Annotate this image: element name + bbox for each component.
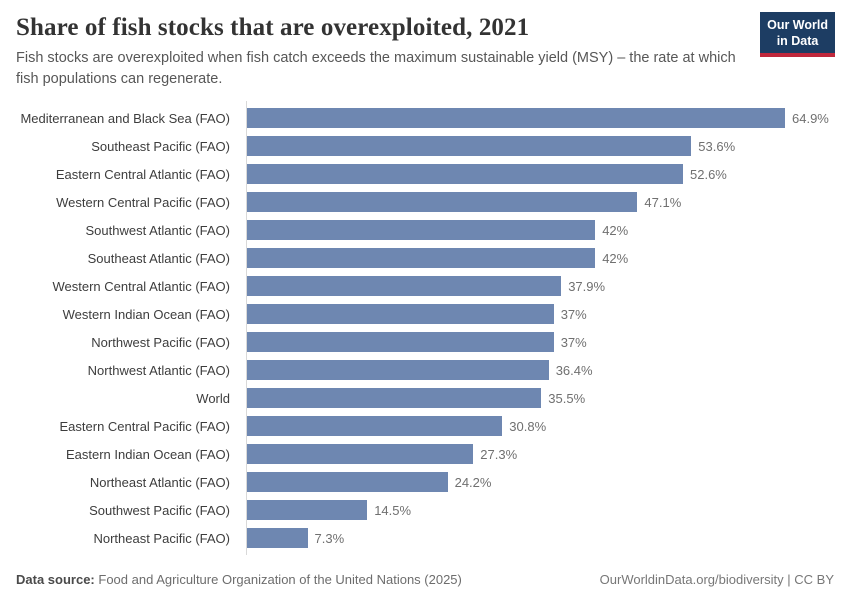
chart-row: Western Indian Ocean (FAO) 37% bbox=[16, 300, 834, 328]
data-source-text: Food and Agriculture Organization of the… bbox=[98, 572, 462, 587]
bar-track: 37% bbox=[238, 328, 834, 356]
category-label: Western Central Atlantic (FAO) bbox=[52, 278, 231, 294]
bar-track: 24.2% bbox=[238, 468, 834, 496]
category-label: Southwest Atlantic (FAO) bbox=[85, 222, 230, 238]
data-source-label: Data source: bbox=[16, 572, 95, 587]
value-label: 27.3% bbox=[480, 446, 518, 462]
bar-track: 37.9% bbox=[238, 272, 834, 300]
category-label: Southeast Pacific (FAO) bbox=[91, 138, 230, 154]
bar-chart: Mediterranean and Black Sea (FAO) 64.9% So… bbox=[16, 101, 834, 555]
chart-row: Northwest Atlantic (FAO) 36.4% bbox=[16, 356, 834, 384]
value-label: 36.4% bbox=[555, 362, 593, 378]
chart-row: Western Central Atlantic (FAO) 37.9% bbox=[16, 272, 834, 300]
category-label: Eastern Central Pacific (FAO) bbox=[59, 418, 231, 434]
bar[interactable] bbox=[247, 304, 554, 324]
category-label: Southwest Pacific (FAO) bbox=[89, 502, 230, 518]
value-label: 42% bbox=[602, 250, 629, 266]
value-label: 37% bbox=[560, 334, 587, 350]
bar-track: 42% bbox=[238, 244, 834, 272]
chart-row: Southwest Atlantic (FAO) 42% bbox=[16, 216, 834, 244]
bar[interactable] bbox=[247, 500, 368, 520]
bar-track: 64.9% bbox=[238, 104, 834, 132]
data-source: Data source: Food and Agriculture Organi… bbox=[16, 572, 462, 587]
chart-row: Mediterranean and Black Sea (FAO) 64.9% bbox=[16, 104, 834, 132]
category-label: Northeast Atlantic (FAO) bbox=[89, 474, 230, 490]
chart-title: Share of fish stocks that are overexploi… bbox=[16, 14, 530, 41]
chart-header: Share of fish stocks that are overexploi… bbox=[0, 0, 850, 89]
value-label: 14.5% bbox=[374, 502, 412, 518]
bar[interactable] bbox=[247, 332, 554, 352]
bar-track: 42% bbox=[238, 216, 834, 244]
category-label: Mediterranean and Black Sea (FAO) bbox=[20, 110, 230, 126]
bar-track: 53.6% bbox=[238, 132, 834, 160]
bar[interactable] bbox=[247, 388, 542, 408]
chart-row: Northeast Pacific (FAO) 7.3% bbox=[16, 524, 834, 552]
bar-chart-rows: Mediterranean and Black Sea (FAO) 64.9% So… bbox=[16, 101, 834, 555]
bar[interactable] bbox=[247, 416, 503, 436]
bar[interactable] bbox=[247, 472, 448, 492]
chart-row: Southwest Pacific (FAO) 14.5% bbox=[16, 496, 834, 524]
bar[interactable] bbox=[247, 108, 785, 128]
chart-footer: Data source: Food and Agriculture Organi… bbox=[16, 572, 834, 587]
category-label: Northeast Pacific (FAO) bbox=[93, 530, 230, 546]
owid-logo-line2: in Data bbox=[776, 33, 819, 48]
chart-subtitle: Fish stocks are overexploited when fish … bbox=[16, 50, 736, 87]
owid-logo[interactable]: Our World in Data bbox=[760, 12, 835, 58]
bar-track: 52.6% bbox=[238, 160, 834, 188]
chart-row: Northwest Pacific (FAO) 37% bbox=[16, 328, 834, 356]
value-label: 24.2% bbox=[454, 474, 492, 490]
value-label: 52.6% bbox=[690, 166, 727, 182]
category-label: Western Indian Ocean (FAO) bbox=[62, 306, 230, 322]
chart-row: Eastern Central Pacific (FAO) 30.8% bbox=[16, 412, 834, 440]
bar[interactable] bbox=[247, 136, 692, 156]
bar[interactable] bbox=[247, 360, 549, 380]
value-label: 64.9% bbox=[792, 110, 829, 126]
value-label: 42% bbox=[602, 222, 629, 238]
bar-track: 27.3% bbox=[238, 440, 834, 468]
value-label: 37.9% bbox=[568, 278, 606, 294]
bar-track: 36.4% bbox=[238, 356, 834, 384]
owid-logo-line1: Our World bbox=[767, 18, 828, 32]
value-label: 53.6% bbox=[698, 138, 736, 154]
category-label: Eastern Indian Ocean (FAO) bbox=[65, 446, 230, 462]
y-axis-line bbox=[246, 101, 247, 555]
chart-row: Western Central Pacific (FAO) 47.1% bbox=[16, 188, 834, 216]
category-label: Northwest Pacific (FAO) bbox=[91, 334, 230, 350]
category-label: Eastern Central Atlantic (FAO) bbox=[55, 166, 230, 182]
bar-track: 35.5% bbox=[238, 384, 834, 412]
bar[interactable] bbox=[247, 276, 562, 296]
category-label: Northwest Atlantic (FAO) bbox=[87, 362, 230, 378]
footer-link[interactable]: OurWorldinData.org/biodiversity | CC BY bbox=[599, 572, 834, 587]
value-label: 7.3% bbox=[314, 530, 345, 546]
chart-row: Southeast Pacific (FAO) 53.6% bbox=[16, 132, 834, 160]
bar[interactable] bbox=[247, 220, 596, 240]
chart-row: Southeast Atlantic (FAO) 42% bbox=[16, 244, 834, 272]
bar[interactable] bbox=[247, 528, 308, 548]
category-label: Western Central Pacific (FAO) bbox=[56, 194, 230, 210]
chart-row: Eastern Indian Ocean (FAO) 27.3% bbox=[16, 440, 834, 468]
value-label: 35.5% bbox=[548, 390, 586, 406]
chart-row: Northeast Atlantic (FAO) 24.2% bbox=[16, 468, 834, 496]
value-label: 37% bbox=[560, 306, 587, 322]
bar[interactable] bbox=[247, 444, 474, 464]
bar[interactable] bbox=[247, 192, 638, 212]
bar[interactable] bbox=[247, 248, 596, 268]
chart-row: Eastern Central Atlantic (FAO) 52.6% bbox=[16, 160, 834, 188]
bar-track: 47.1% bbox=[238, 188, 834, 216]
bar-track: 37% bbox=[238, 300, 834, 328]
category-label: Southeast Atlantic (FAO) bbox=[87, 250, 230, 266]
bar[interactable] bbox=[247, 164, 683, 184]
chart-row: World 35.5% bbox=[16, 384, 834, 412]
category-label: World bbox=[196, 390, 230, 406]
bar-track: 30.8% bbox=[238, 412, 834, 440]
bar-track: 7.3% bbox=[238, 524, 834, 552]
value-label: 30.8% bbox=[509, 418, 547, 434]
value-label: 47.1% bbox=[644, 194, 682, 210]
bar-track: 14.5% bbox=[238, 496, 834, 524]
